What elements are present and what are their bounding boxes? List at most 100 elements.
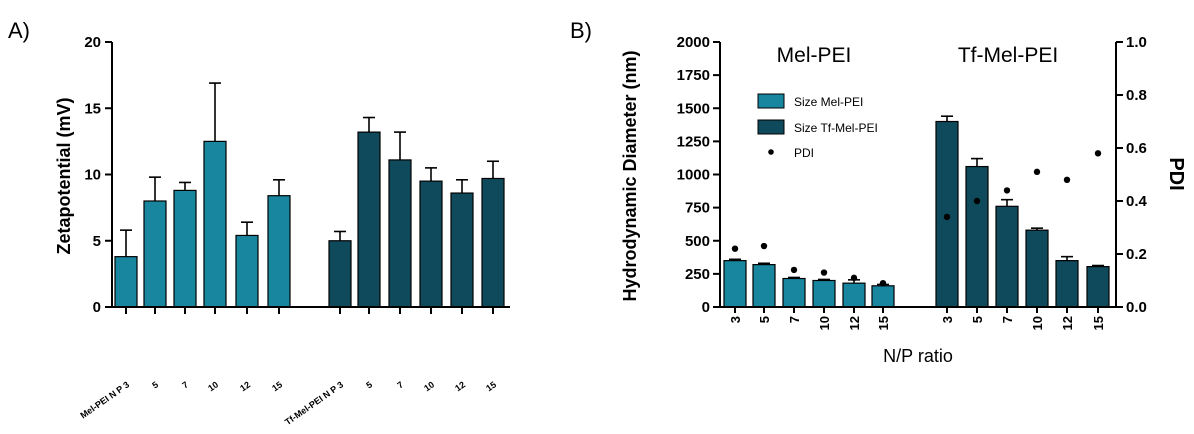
panel-b-right-y-tick-label: 0.4 — [1126, 193, 1148, 210]
panel-b-pdi-point — [760, 242, 768, 250]
panel-a-y-ticks: 0 5 10 15 20 — [84, 34, 112, 316]
panel-b-x-tick-label: 15 — [876, 316, 891, 330]
panel-a-y-tick-label: 15 — [84, 100, 101, 117]
panel-a-y-tick-label: 0 — [93, 299, 101, 316]
panel-b-right-axis-title: PDI — [1165, 157, 1187, 190]
panel-a-y-tick-label: 5 — [93, 233, 101, 250]
panel-a-bar — [388, 159, 412, 308]
panel-a-bar — [143, 200, 167, 308]
panel-b-bar — [842, 282, 866, 308]
panel-a-bar — [328, 240, 352, 308]
panel-a-x-tick-label: 15 — [484, 379, 498, 393]
panel-b-y-axis-title: Hydrodynamic Diameter (nm) — [620, 50, 640, 301]
panel-b-group-title-mel: Mel-PEI — [777, 44, 852, 67]
panel-a-x-tick-label: 5 — [150, 379, 160, 390]
panel-a-x-tick-label: Tf-Mel-PEI N P 3 — [283, 379, 345, 427]
panel-b-bar — [871, 285, 895, 308]
panel-b-pdi-point — [820, 269, 828, 276]
panel-a-x-tick-label: 5 — [364, 379, 374, 390]
panel-b-x-tick-label: 5 — [970, 316, 985, 323]
panel-b-bar — [1086, 265, 1110, 308]
panel-b-right-y-tick-label: 0.6 — [1126, 140, 1147, 157]
panel-b-y-tick-label: 750 — [685, 200, 710, 217]
panel-b-x-tick-label: 10 — [1030, 316, 1045, 330]
panel-b-y-tick-label: 1000 — [677, 167, 710, 184]
panel-b-x-tick-label: 15 — [1091, 316, 1106, 330]
panel-a-x-tick-label: 10 — [206, 379, 220, 393]
panel-a-x-tick-label: 12 — [238, 379, 252, 393]
panel-a-x-tick-label: 15 — [270, 379, 284, 393]
panel-b-pdi-point — [973, 197, 981, 205]
legend-marker-pdi — [768, 149, 774, 155]
panel-a-y-tick-label: 10 — [84, 167, 101, 184]
panel-a-bar — [419, 180, 443, 308]
panel-a-bar — [481, 177, 505, 308]
panel-a-bar — [267, 195, 291, 308]
panel-b-x-tick-label: 7 — [787, 316, 802, 323]
panel-b-x-axis-title: N/P ratio — [883, 346, 953, 366]
panel-b-bar — [752, 264, 776, 308]
panel-a-bars — [114, 82, 505, 308]
panel-b-y-tick-label: 2000 — [677, 34, 710, 51]
panel-b-pdi-point — [731, 245, 739, 252]
panel-a-letter: A) — [8, 18, 30, 43]
panel-b-y-ticks: 0 250 500 750 1000 1250 1500 1750 2000 — [677, 34, 720, 316]
panel-b-y-tick-label: 250 — [685, 266, 710, 283]
panel-a-x-tick-label: 7 — [395, 379, 405, 390]
panel-b-pdi-point — [1003, 187, 1011, 194]
panel-b-y-tick-label: 1500 — [677, 100, 710, 117]
panel-a-x-tick-label: Mel-PEI N P 3 — [78, 379, 131, 420]
panel-b-bar — [995, 205, 1019, 308]
panel-b-right-y-tick-label: 0.0 — [1126, 299, 1147, 316]
panel-b-x-tick-label: 10 — [817, 316, 832, 330]
panel-a-bar — [203, 140, 227, 308]
legend-label-mel: Size Mel-PEI — [794, 95, 863, 109]
panel-b-x-tick-label: 12 — [847, 316, 862, 330]
panel-a-bar — [173, 189, 197, 308]
panel-b-pdi-point — [1063, 176, 1071, 183]
panel-b-x-tick-label: 5 — [757, 316, 772, 323]
panel-b-bar — [1025, 229, 1049, 308]
panel-b-x-tick-label: 7 — [1000, 316, 1015, 323]
panel-b-bar — [782, 277, 806, 308]
panel-a-bar — [235, 234, 259, 308]
panel-b-x-tick-label: 3 — [940, 316, 955, 323]
panel-b-pdi-point — [1094, 150, 1102, 157]
panel-b-right-y-tick-label: 0.2 — [1126, 246, 1147, 263]
panel-b-right-y-tick-label: 0.8 — [1126, 87, 1147, 104]
panel-a: A) Zetapotential (mV) 0 5 10 15 20 Mel-PEI N… — [8, 18, 510, 427]
panel-a-bar — [450, 192, 474, 308]
panel-b-pdi-point — [943, 213, 951, 221]
legend-label-pdi: PDI — [794, 146, 814, 160]
panel-a-y-tick-label: 20 — [84, 34, 101, 51]
panel-b-y-tick-label: 500 — [685, 233, 710, 250]
panel-a-axes — [111, 42, 510, 308]
legend-swatch-mel — [757, 93, 785, 109]
panel-b-bar — [812, 279, 836, 308]
panel-b-pdi-points — [731, 150, 1102, 287]
panel-b-y-tick-label: 1750 — [677, 67, 710, 84]
panel-a-bar — [357, 131, 381, 308]
panel-b-bars — [723, 115, 1110, 308]
panel-b-legend: Size Mel-PEI Size Tf-Mel-PEI PDI — [757, 93, 878, 160]
panel-b-pdi-point — [790, 266, 798, 274]
panel-b-y-tick-label: 1250 — [677, 133, 710, 150]
panel-b-bar — [723, 260, 747, 308]
panel-b-pdi-point — [879, 279, 887, 287]
panel-b-x-tick-label: 3 — [728, 316, 743, 323]
panel-b-x-ticks: 3 5 7 10 12 15 3 5 7 10 12 15 — [728, 307, 1106, 330]
panel-b-bar — [965, 165, 989, 308]
panel-a-x-tick-label: 10 — [422, 379, 436, 393]
panel-a-bar — [114, 256, 138, 308]
panel-a-y-axis-title: Zetapotential (mV) — [54, 97, 74, 254]
panel-b-pdi-point — [850, 274, 858, 282]
legend-label-tf: Size Tf-Mel-PEI — [794, 121, 878, 135]
panel-b-pdi-point — [1033, 168, 1041, 176]
panel-a-x-tick-label: 12 — [453, 379, 467, 393]
panel-b-axes — [719, 42, 1117, 308]
panel-b-letter: B) — [570, 18, 592, 43]
panel-b-x-tick-label: 12 — [1060, 316, 1075, 330]
panel-b-right-y-tick-label: 1.0 — [1126, 34, 1147, 51]
